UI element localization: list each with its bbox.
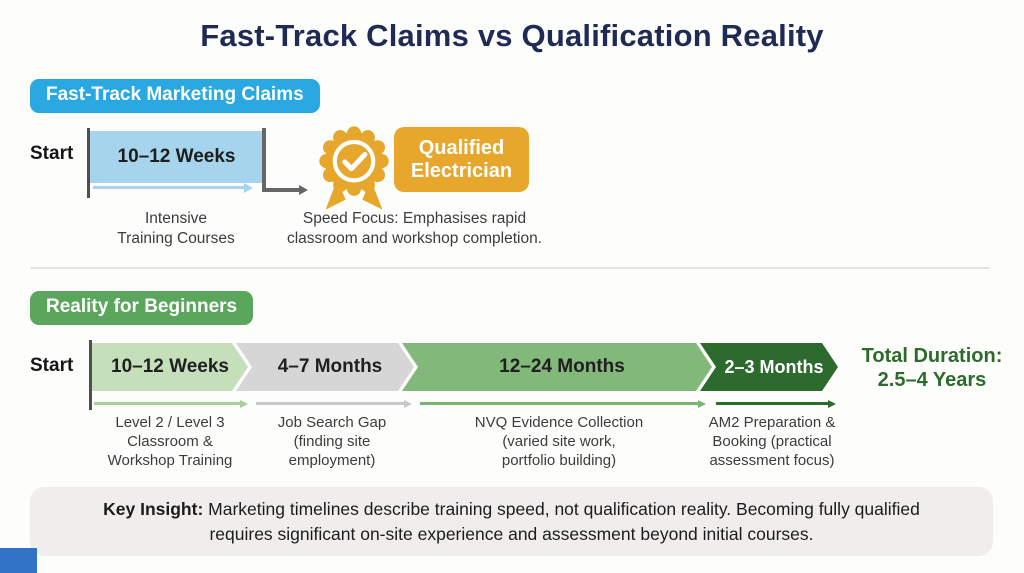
claims-bar-caption: Intensive Training Courses xyxy=(117,210,235,247)
segment-caption-nvq: NVQ Evidence Collection (varied site wor… xyxy=(474,414,644,470)
reality-segment-am2: 2–3 Months xyxy=(700,343,838,391)
claims-progress-arrow xyxy=(93,182,253,193)
segment-arrow-job-search xyxy=(256,399,412,408)
segment-caption-am2: AM2 Preparation & Booking (practical ass… xyxy=(708,414,836,470)
arrow-shaft xyxy=(93,186,244,189)
claims-start-tick xyxy=(87,128,90,198)
corner-accent-square xyxy=(0,548,37,573)
arrow-shaft xyxy=(256,402,404,405)
medal-check-icon xyxy=(319,126,389,210)
segment-caption-job-search: Job Search Gap (finding site employment) xyxy=(277,414,387,470)
claims-duration-bar: 10–12 Weeks xyxy=(90,131,263,183)
segment-arrow-nvq xyxy=(420,399,706,408)
key-insight-text: Key Insight: Marketing timelines describ… xyxy=(103,499,920,544)
claims-result-arrow xyxy=(262,184,308,195)
segment-caption-training: Level 2 / Level 3 Classroom & Workshop T… xyxy=(107,414,233,470)
reality-section-badge: Reality for Beginners xyxy=(30,291,254,325)
reality-segment-training: 10–12 Weeks xyxy=(92,343,248,391)
arrow-shaft xyxy=(94,402,240,405)
arrow-shaft xyxy=(420,402,698,405)
reality-start-label: Start xyxy=(30,355,74,376)
reality-segment-job-search: 4–7 Months xyxy=(236,343,414,391)
key-insight-label: Key Insight: xyxy=(103,499,204,519)
arrow-head xyxy=(404,399,412,408)
qualified-electrician-badge: Qualified Electrician xyxy=(394,127,529,192)
key-insight-box: Key Insight: Marketing timelines describ… xyxy=(30,487,993,556)
reality-start-tick xyxy=(89,340,92,410)
section-divider xyxy=(30,267,990,269)
claims-speed-note: Speed Focus: Emphasises rapid classroom … xyxy=(286,210,542,247)
arrow-head xyxy=(240,399,248,408)
claims-section-badge: Fast-Track Marketing Claims xyxy=(30,79,320,113)
arrow-head xyxy=(244,182,253,193)
reality-segment-nvq: 12–24 Months xyxy=(402,343,712,391)
claims-start-label: Start xyxy=(30,143,74,164)
total-duration-label: Total Duration: 2.5–4 Years xyxy=(861,345,1003,391)
arrow-head xyxy=(698,399,706,408)
arrow-shaft xyxy=(262,187,299,192)
arrow-head xyxy=(299,184,308,195)
arrow-head xyxy=(828,399,836,408)
page-title: Fast-Track Claims vs Qualification Reali… xyxy=(200,18,824,53)
segment-arrow-am2 xyxy=(716,399,836,408)
segment-arrow-training xyxy=(94,399,248,408)
arrow-shaft xyxy=(716,402,828,405)
claims-elbow-line xyxy=(262,128,266,190)
